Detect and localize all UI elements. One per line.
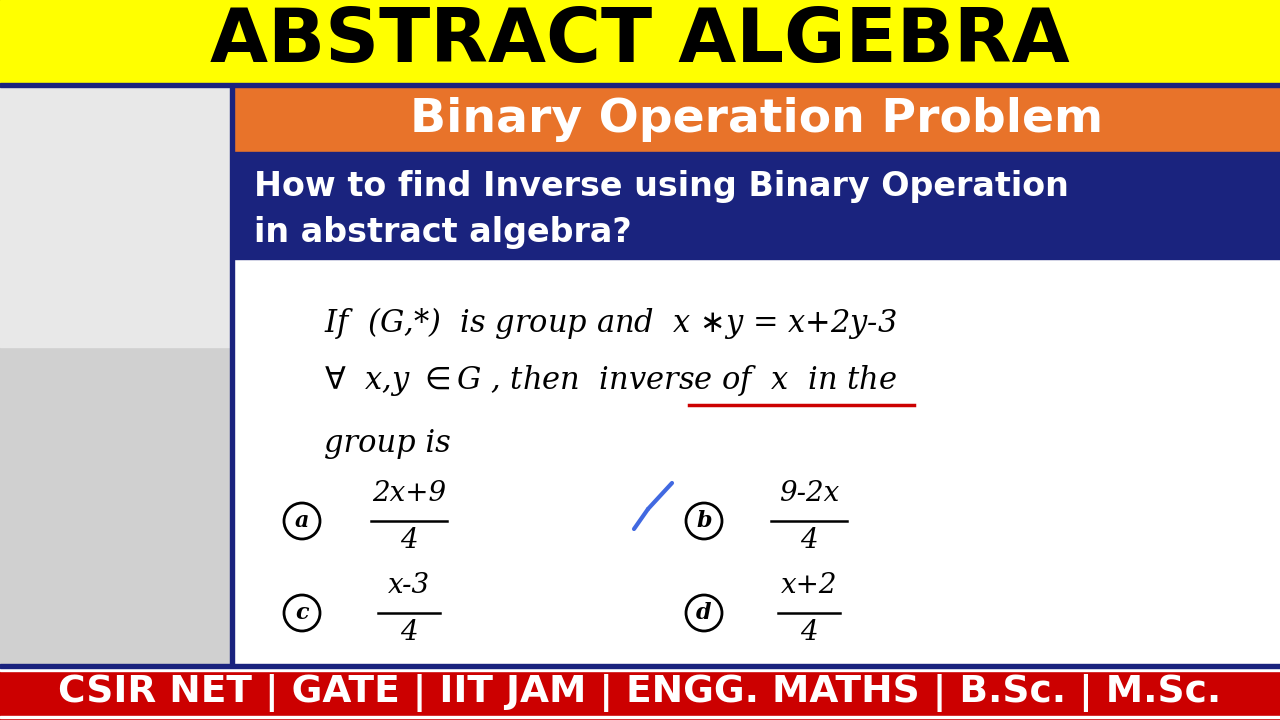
Bar [230,87,234,664]
Bar [234,257,1280,664]
Text: 9-2x: 9-2x [778,480,840,507]
Text: $\forall$  x,y $\in$G , then  inverse of  x  in the: $\forall$ x,y $\in$G , then inverse of x… [324,363,897,398]
Text: c: c [296,602,308,624]
Bar [234,256,1280,259]
Text: b: b [696,510,712,532]
Text: x-3: x-3 [388,572,430,599]
Text: 2x+9: 2x+9 [372,480,445,507]
Bar [0,668,1280,720]
Text: CSIR NET | GATE | IIT JAM | ENGG. MATHS | B.Sc. | M.Sc.: CSIR NET | GATE | IIT JAM | ENGG. MATHS … [59,674,1221,712]
Bar [0,87,230,664]
Bar [0,716,1280,718]
Text: 4: 4 [401,619,417,646]
Bar [0,664,1280,668]
Bar [234,87,1280,152]
Text: a: a [294,510,310,532]
Text: d: d [696,602,712,624]
Bar [234,152,1280,257]
Text: x+2: x+2 [781,572,837,599]
Text: Binary Operation Problem: Binary Operation Problem [411,97,1103,142]
Text: If  (G,*)  is group and  x $\ast$y = x+2y-3: If (G,*) is group and x $\ast$y = x+2y-3 [324,305,897,341]
Text: 4: 4 [401,527,417,554]
Text: ABSTRACT ALGEBRA: ABSTRACT ALGEBRA [210,5,1070,78]
Text: 4: 4 [800,527,818,554]
Text: How to find Inverse using Binary Operation: How to find Inverse using Binary Operati… [253,170,1069,203]
Bar [0,83,1280,87]
Bar [0,668,1280,671]
Text: group is: group is [324,428,451,459]
Bar [0,0,1280,83]
Text: 4: 4 [800,619,818,646]
Bar [0,87,230,346]
Text: in abstract algebra?: in abstract algebra? [253,216,631,249]
